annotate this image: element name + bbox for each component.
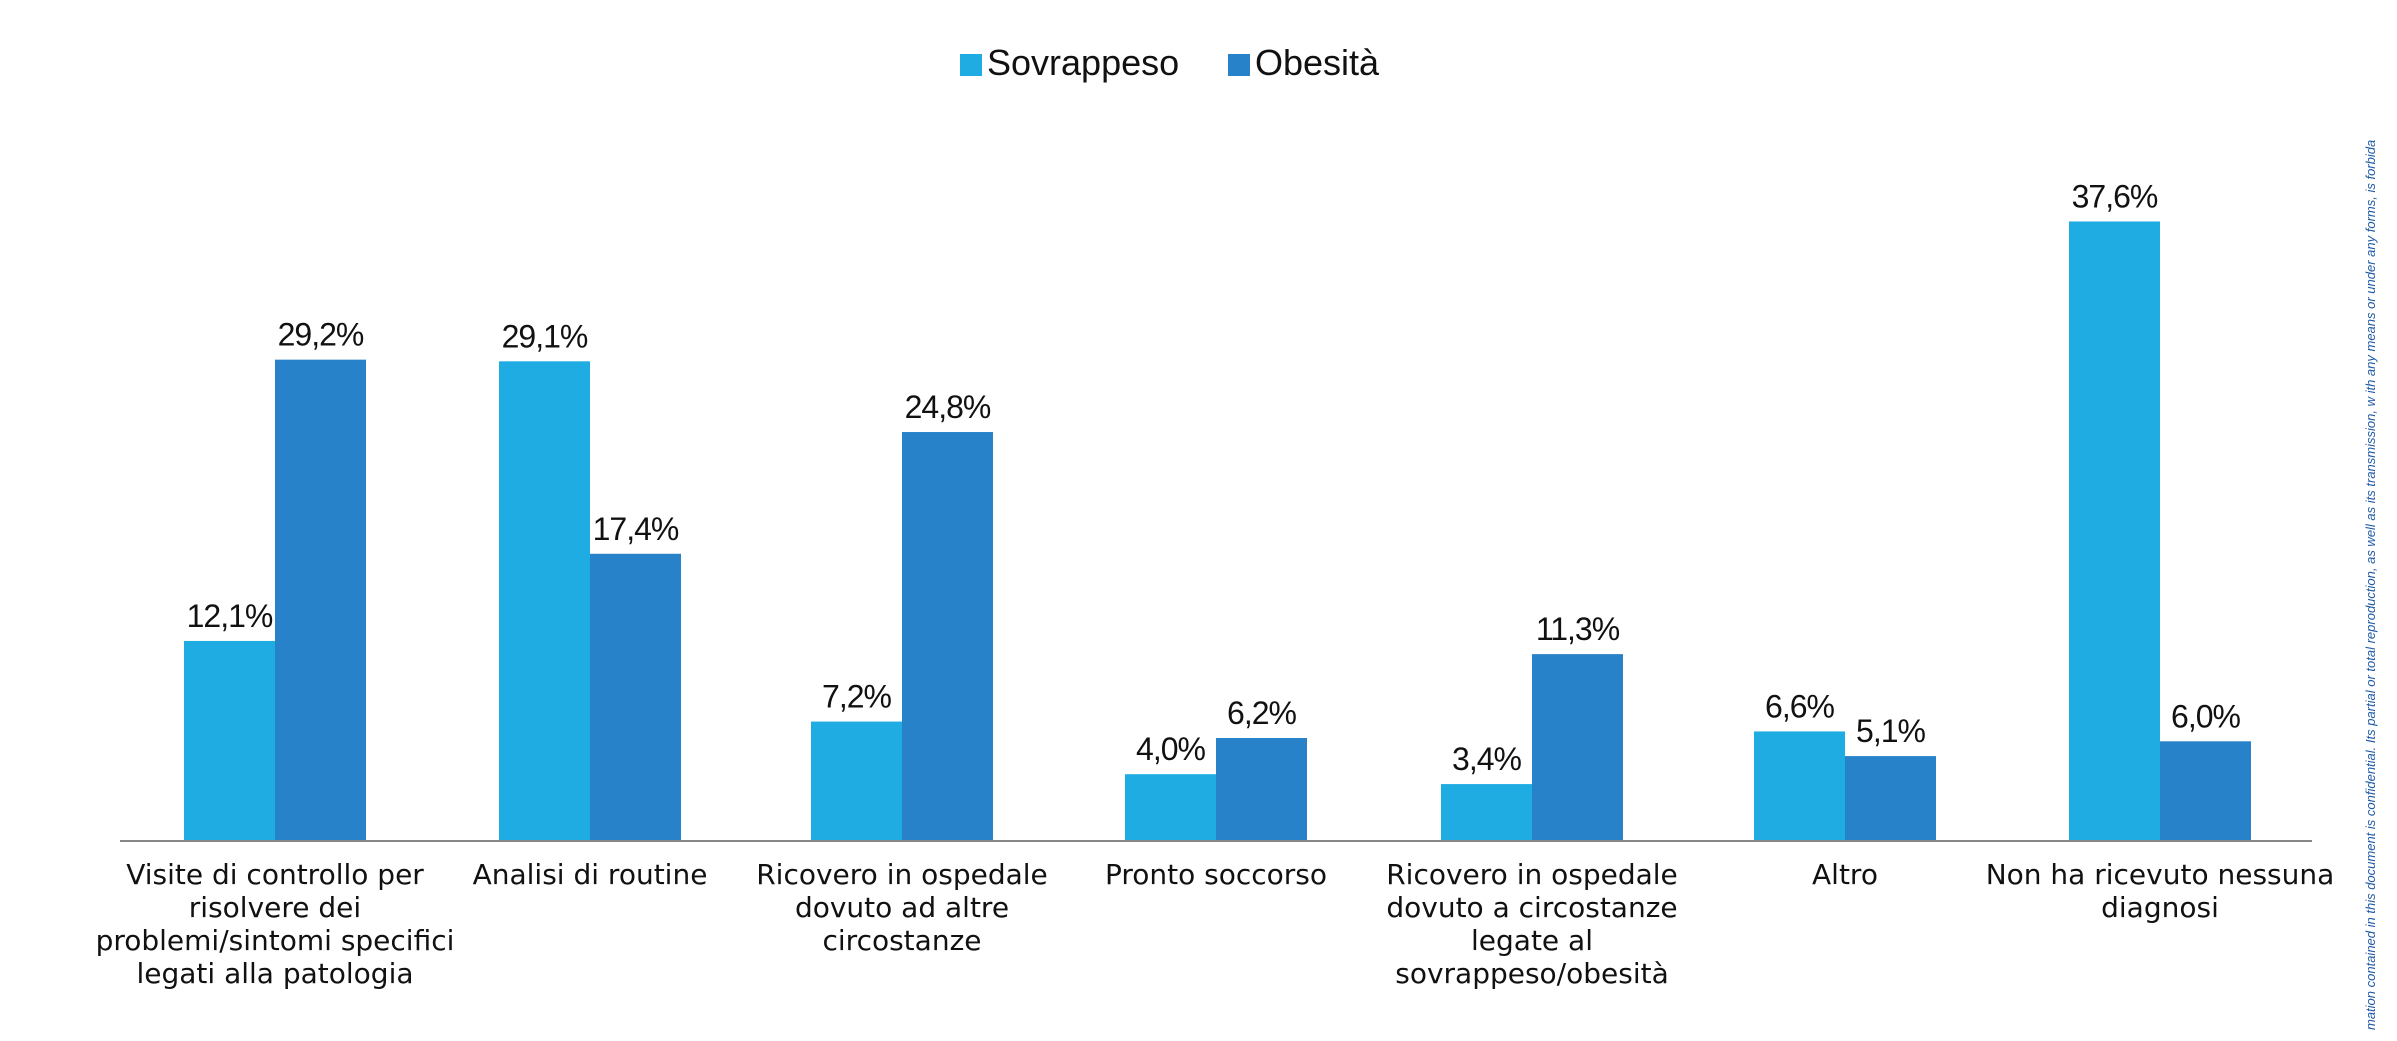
legend-label-sovrappeso: Sovrappeso [987,42,1179,83]
category-label-line: Pronto soccorso [1105,858,1327,891]
bar-obesita-4 [1532,654,1623,840]
value-label-sovrappeso-0: 12,1% [187,598,273,634]
category-label-0: Visite di controllo per risolvere dei prob… [96,858,455,990]
legend-label-obesita: Obesità [1255,42,1380,83]
legend: Sovrappeso Obesità [960,42,1380,83]
category-label-6: Non ha ricevuto nessuna diagnosi [1986,858,2335,924]
category-label-line: Non ha ricevuto nessuna [1986,858,2335,891]
bar-sovrappeso-4 [1441,784,1532,840]
value-label-obesita-5: 5,1% [1856,713,1925,749]
category-label-line: sovrappeso/obesità [1395,957,1669,990]
value-label-sovrappeso-1: 29,1% [502,318,588,354]
category-label-line: Ricovero in ospedale [756,858,1048,891]
category-label-2: Ricovero in ospedale dovuto ad altre circo… [756,858,1048,957]
bar-sovrappeso-2 [811,721,902,840]
category-label-line: Ricovero in ospedale [1386,858,1678,891]
bars-layer [184,221,2251,841]
category-label-line: Analisi di routine [473,858,708,891]
bar-sovrappeso-6 [2069,221,2160,841]
value-label-sovrappeso-4: 3,4% [1452,741,1521,777]
bar-obesita-3 [1216,738,1307,840]
value-label-obesita-4: 11,3% [1536,611,1620,647]
value-label-obesita-6: 6,0% [2171,698,2240,734]
category-label-1: Analisi di routine [473,858,708,891]
value-label-sovrappeso-5: 6,6% [1765,688,1834,724]
bar-obesita-0 [275,359,366,840]
value-label-sovrappeso-3: 4,0% [1136,731,1205,767]
bar-obesita-2 [902,432,993,840]
value-label-obesita-3: 6,2% [1227,695,1296,731]
value-label-obesita-2: 24,8% [905,389,991,425]
category-label-5: Altro [1812,858,1878,891]
value-labels-layer: 12,1% 29,2% 29,1% 17,4% 7,2% 24,8% 4,0% 6,2% 3,4… [187,178,2242,777]
bar-sovrappeso-5 [1754,731,1845,840]
category-label-line: diagnosi [2101,891,2219,924]
legend-swatch-obesita [1228,54,1250,76]
legend-swatch-sovrappeso [960,54,982,76]
value-label-obesita-1: 17,4% [593,511,679,547]
confidentiality-notice: mation contained in this document is con… [2363,140,2378,1030]
bar-obesita-5 [1845,756,1936,840]
category-label-line: risolvere dei [189,891,361,924]
category-label-line: legate al [1471,924,1593,957]
category-label-3: Pronto soccorso [1105,858,1327,891]
bar-sovrappeso-0 [184,640,275,840]
category-label-line: Visite di controllo per [126,858,424,891]
value-label-sovrappeso-2: 7,2% [822,679,891,715]
category-label-line: legati alla patologia [136,957,413,990]
bar-sovrappeso-1 [499,361,590,840]
category-label-line: dovuto a circostanze [1386,891,1677,924]
category-labels-layer: Visite di controllo per risolvere dei prob… [96,858,2335,990]
value-label-sovrappeso-6: 37,6% [2072,178,2158,214]
category-label-line: dovuto ad altre [795,891,1009,924]
bar-obesita-6 [2160,741,2251,840]
category-label-4: Ricovero in ospedale dovuto a circostanze… [1386,858,1678,990]
bar-sovrappeso-3 [1125,774,1216,840]
category-label-line: circostanze [823,924,982,957]
category-label-line: problemi/sintomi specifici [96,924,455,957]
bar-obesita-1 [590,553,681,840]
category-label-line: Altro [1812,858,1878,891]
value-label-obesita-0: 29,2% [278,317,364,353]
